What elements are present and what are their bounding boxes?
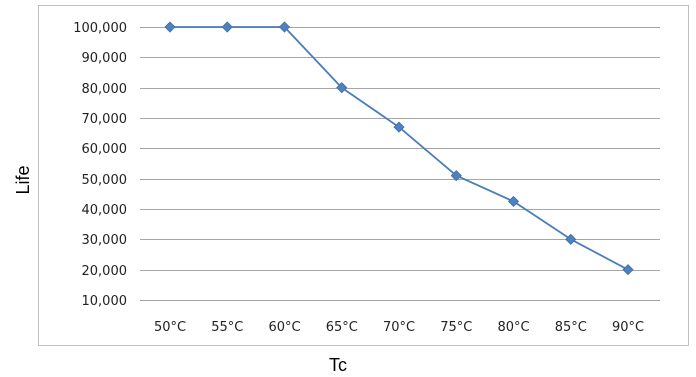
y-tick-label: 80,000 <box>82 82 128 97</box>
x-tick-label: 60°C <box>268 320 300 335</box>
x-tick-label: 65°C <box>326 320 358 335</box>
data-point-marker <box>450 170 462 182</box>
x-tick-label: 50°C <box>154 320 186 335</box>
y-tick-label: 100,000 <box>73 21 127 36</box>
x-tick-label: 85°C <box>555 320 587 335</box>
y-tick-label: 20,000 <box>82 264 128 279</box>
x-tick-label: 80°C <box>497 320 529 335</box>
y-tick-label: 30,000 <box>82 233 128 248</box>
data-point-marker <box>164 21 176 33</box>
x-tick-label: 70°C <box>383 320 415 335</box>
y-tick-label: 50,000 <box>82 173 128 188</box>
data-point-marker <box>507 195 520 207</box>
data-point-marker <box>565 233 577 245</box>
data-point-marker <box>336 82 348 94</box>
data-point-marker <box>278 21 291 33</box>
plot-area-border <box>38 5 689 346</box>
data-point-marker <box>393 121 405 133</box>
x-tick-label: 75°C <box>440 320 472 335</box>
x-axis-title: Tc <box>329 355 347 375</box>
data-point-marker <box>622 264 634 276</box>
x-tick-label: 55°C <box>211 320 243 335</box>
y-tick-label: 10,000 <box>82 294 128 309</box>
y-tick-label: 70,000 <box>82 112 128 127</box>
y-axis-tick-labels: 100,000 90,000 80,000 70,000 60,000 50,000 40,… <box>73 21 127 309</box>
gridlines <box>140 27 660 301</box>
series-group <box>164 21 634 276</box>
data-point-marker <box>221 21 233 33</box>
y-tick-label: 60,000 <box>82 142 128 157</box>
y-tick-label: 40,000 <box>82 203 128 218</box>
x-axis-tick-labels: 50°C 55°C 60°C 65°C 70°C 75°C 80°C 85°C 90°C <box>154 320 644 335</box>
y-tick-label: 90,000 <box>82 51 128 66</box>
x-tick-label: 90°C <box>612 320 644 335</box>
y-axis-title: Life <box>13 165 33 194</box>
